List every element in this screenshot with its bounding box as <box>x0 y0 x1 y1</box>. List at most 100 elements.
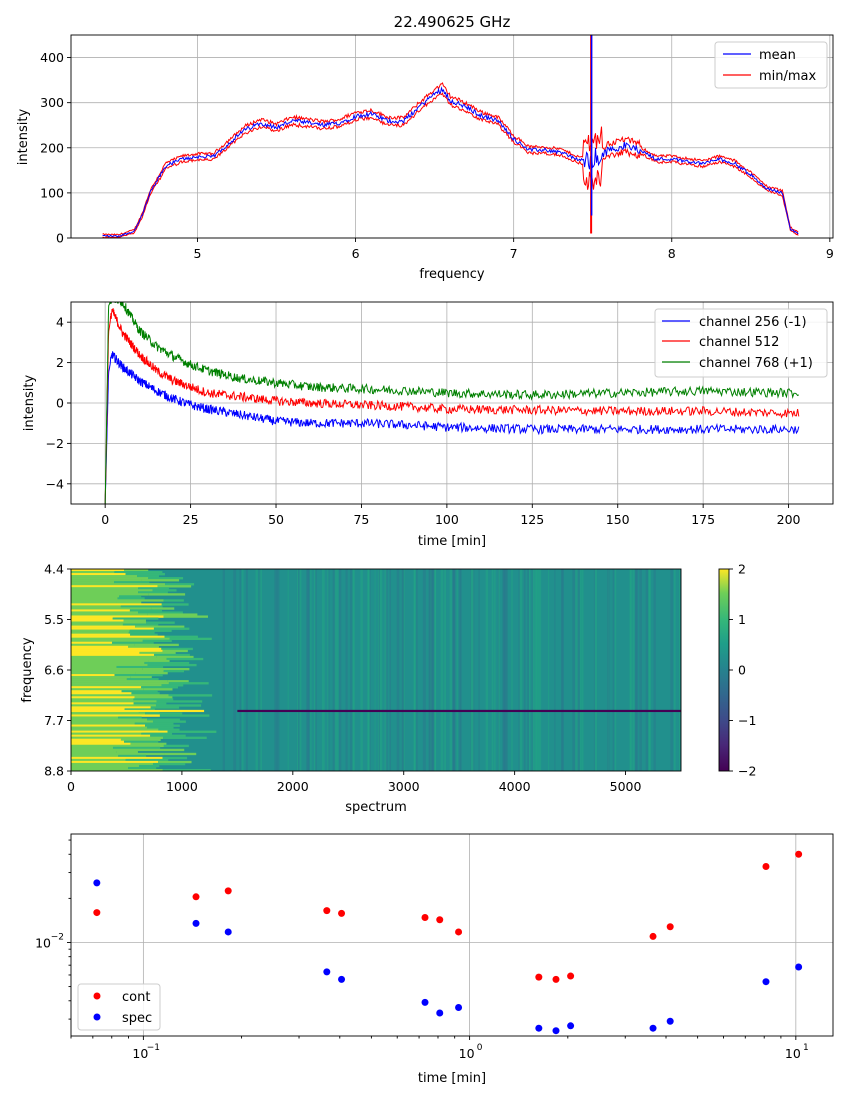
colorbar-tick-label: −1 <box>738 713 756 728</box>
heatmap-cell <box>120 605 163 608</box>
heatmap-cell <box>71 667 143 671</box>
heatmap-cell <box>163 744 189 748</box>
scatter-point-spec <box>567 1022 575 1030</box>
heatmap-cell <box>145 724 180 727</box>
heatmap-cell <box>71 728 159 731</box>
tick-label-x: 8 <box>668 246 676 261</box>
heatmap-cell <box>138 591 168 594</box>
heatmap-cell <box>274 569 278 771</box>
heatmap-cell <box>458 569 461 771</box>
heatmap-cell <box>338 569 342 771</box>
heatmap-cell <box>134 696 173 699</box>
heatmap-cell <box>71 605 121 608</box>
heatmap-cell <box>124 740 159 744</box>
tick-label-x-exponent: 0 <box>477 1043 483 1053</box>
scatter-point-spec <box>762 978 770 986</box>
heatmap-cell <box>134 643 179 647</box>
tick-label-y: 5.5 <box>44 612 64 627</box>
heatmap-cell <box>71 706 151 709</box>
heatmap-cell <box>629 569 633 771</box>
panel2-ylabel: intensity <box>22 375 37 432</box>
heatmap-cell <box>233 569 237 771</box>
heatmap-cell <box>163 670 185 673</box>
heatmap-cell <box>158 760 192 764</box>
heatmap-cell <box>71 629 130 632</box>
heatmap-cell <box>314 569 316 771</box>
heatmap-cell <box>155 704 202 707</box>
heatmap-cell <box>138 611 183 614</box>
heatmap-cell <box>71 700 157 703</box>
heatmap-cell <box>296 569 299 771</box>
heatmap-cell <box>385 569 388 771</box>
tick-label-x: 5 <box>193 246 201 261</box>
tick-label-y: −4 <box>46 476 64 491</box>
panel-spectrum: 22.490625 GHz 5 6 7 8 9 0 100 200 300 400 frequen… <box>16 13 834 282</box>
heatmap-cell <box>422 569 426 771</box>
heatmap-cell <box>71 643 135 647</box>
tick-label-y: 0 <box>56 231 64 246</box>
legend-marker-cont <box>93 992 101 1000</box>
panel2-series <box>104 302 800 504</box>
heatmap-cell <box>162 768 211 772</box>
heatmap-cell <box>71 623 123 626</box>
scatter-point-spec <box>338 975 346 983</box>
heatmap-cell <box>536 569 539 771</box>
heatmap-cell <box>71 653 155 657</box>
heatmap-cell <box>71 754 119 758</box>
scatter-point-cont <box>535 973 543 981</box>
tick-label-x: 0 <box>101 512 109 527</box>
heatmap-cell <box>321 569 325 771</box>
heatmap-cell <box>548 569 550 771</box>
heatmap-cell <box>384 569 387 771</box>
scatter-point-spec <box>323 968 331 976</box>
heatmap-cell <box>161 684 184 687</box>
panel1-frame <box>70 34 834 239</box>
colorbar-tick-label: 1 <box>738 612 746 627</box>
tick-label-x: 6 <box>352 246 360 261</box>
heatmap-cell <box>353 569 355 771</box>
heatmap-cell <box>449 569 453 771</box>
scatter-point-cont <box>421 914 429 922</box>
heatmap-cell <box>71 672 136 675</box>
heatmap-cell <box>168 682 209 685</box>
heatmap-cell <box>135 625 185 628</box>
heatmap-cell <box>118 716 142 719</box>
colorbar-tick-label: 2 <box>738 562 746 577</box>
legend-label-ch512: channel 512 <box>699 335 779 350</box>
panel4-frame <box>70 833 834 1037</box>
heatmap-cell <box>71 724 146 727</box>
heatmap-cell <box>71 607 152 610</box>
panel-scatter: 10−1 10 0 10 110 −2 time [min] cont spec <box>35 833 834 1086</box>
panel-timeseries: 0 25 50 75 100 125 150 175 200 −4 −2 0 2 4 time [min]… <box>22 301 834 549</box>
tick-label-x: 25 <box>183 512 199 527</box>
tick-label-x: 175 <box>691 512 715 527</box>
heatmap-cell <box>71 698 134 701</box>
heatmap-cell <box>157 585 192 588</box>
heatmap-cell <box>71 601 117 604</box>
heatmap-cell <box>71 732 142 735</box>
heatmap-cell <box>119 595 142 598</box>
tick-label-x: 125 <box>520 512 544 527</box>
heatmap-cell <box>506 569 508 771</box>
heatmap-cell <box>538 569 542 771</box>
heatmap-cell <box>518 569 520 771</box>
tick-label-x: 75 <box>353 512 369 527</box>
tick-label-y: 10 <box>35 935 51 950</box>
series-mean <box>102 86 799 238</box>
heatmap-cell <box>71 684 162 687</box>
heatmap-cell <box>71 575 138 578</box>
heatmap-cell <box>478 569 480 771</box>
heatmap-cell <box>114 581 150 584</box>
heatmap-cell <box>71 651 140 655</box>
heatmap-cell <box>71 696 135 699</box>
heatmap-cell <box>276 569 280 771</box>
heatmap-cell <box>154 653 190 657</box>
heatmap-cell <box>71 752 165 756</box>
panel2-grid <box>71 302 833 504</box>
scatter-point-cont <box>666 923 674 931</box>
heatmap-cell <box>161 647 193 651</box>
tick-label-y: 8.8 <box>44 764 64 779</box>
heatmap-cell <box>131 692 160 695</box>
heatmap-cell <box>71 714 160 717</box>
